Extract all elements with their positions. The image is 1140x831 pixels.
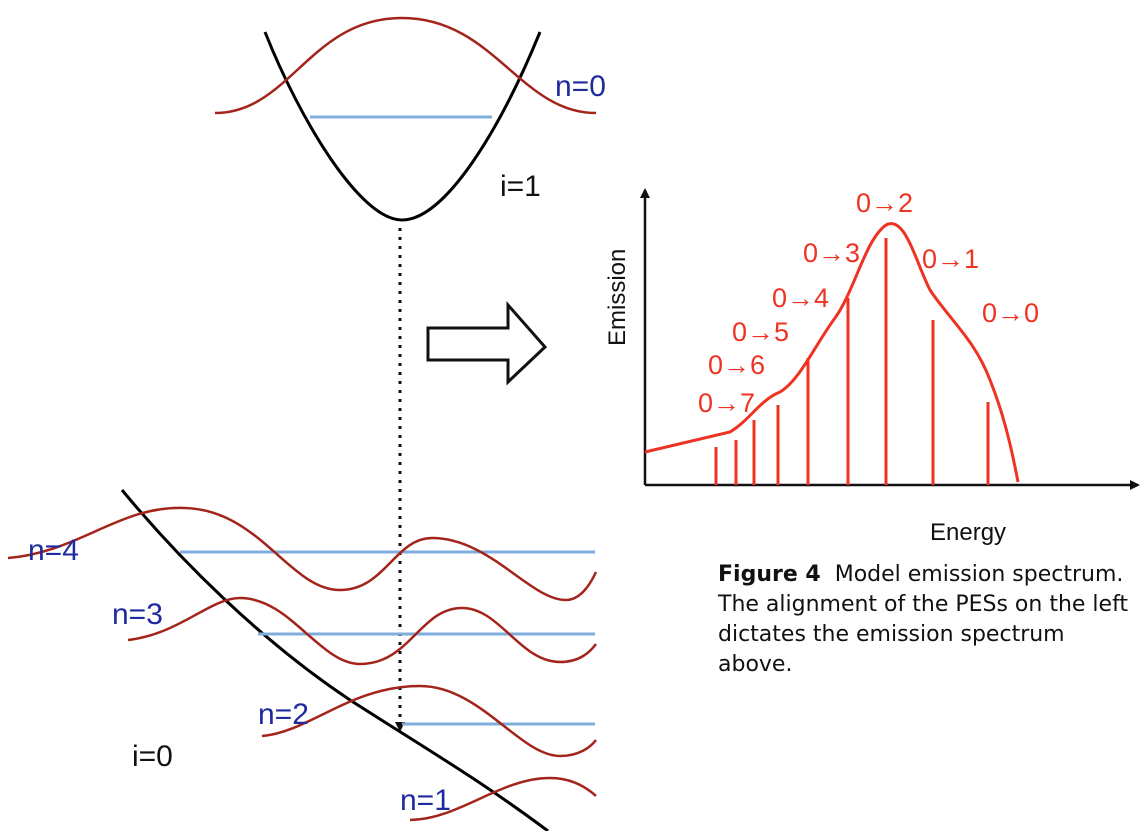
transition-labels: 0→7 0→6 0→5 0→4 0→3 0→2 0→1 0→0	[698, 188, 1039, 418]
lower-wavefunction-n4	[7, 506, 598, 602]
transition-label: 0→1	[922, 244, 979, 274]
upper-wavefunction-n0	[214, 16, 597, 115]
spectral-lines	[714, 238, 990, 485]
emission-envelope	[644, 222, 1020, 483]
upper-potential-curve	[263, 31, 542, 222]
upper-state-label: i=1	[500, 170, 541, 203]
right-arrow-icon	[426, 301, 548, 386]
x-axis-label: Energy	[930, 519, 1006, 546]
y-axis-label: Emission	[604, 249, 631, 346]
transition-label: 0→4	[772, 283, 829, 313]
lower-wavefunction-n3	[127, 596, 597, 666]
lower-level-label-n3: n=3	[112, 598, 163, 631]
transition-label: 0→5	[732, 317, 789, 347]
lower-wavefunction-n1	[409, 776, 597, 822]
caption-label: Figure 4	[718, 562, 821, 587]
transition-label: 0→2	[856, 188, 913, 218]
upper-pes: n=0 i=1	[214, 16, 606, 222]
transition-label: 0→0	[982, 298, 1039, 328]
transition-label: 0→6	[708, 350, 765, 380]
upper-level-label-n0: n=0	[555, 70, 606, 103]
lower-pes: n=4 n=3 n=2 n=1 i=0	[7, 489, 598, 831]
transition-label: 0→7	[698, 388, 755, 418]
lower-wavefunction-n2	[261, 684, 597, 758]
lower-potential-curve	[120, 489, 549, 831]
lower-level-label-n1: n=1	[400, 784, 451, 817]
lower-level-label-n4: n=4	[28, 534, 79, 567]
lower-level-label-n2: n=2	[258, 698, 309, 731]
lower-state-label: i=0	[132, 740, 173, 773]
caption-text: Model emission spectrum. The alignment o…	[718, 562, 1129, 677]
emission-spectrum: Emission Energy 0→7 0→6 0→5 0→4 0→3 0→2 …	[604, 188, 1140, 546]
transition-label: 0→3	[803, 238, 860, 268]
figure-caption: Figure 4 Model emission spectrum. The al…	[718, 560, 1138, 680]
